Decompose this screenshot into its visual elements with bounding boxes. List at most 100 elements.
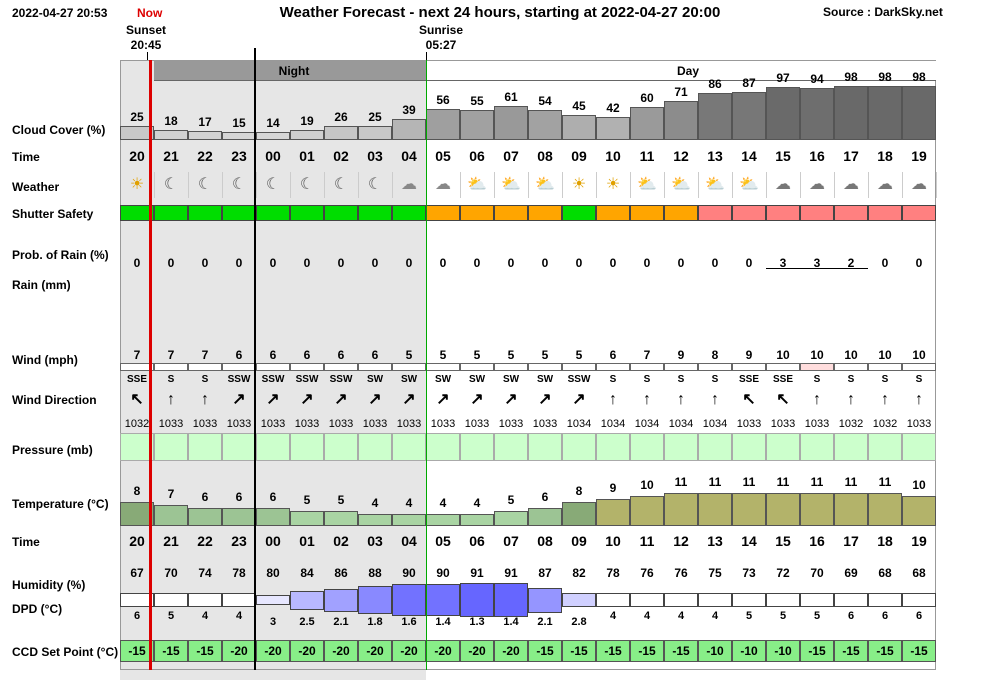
ccd-cell — [154, 640, 188, 662]
cloud-cover-bar — [392, 119, 426, 140]
rain-prob-value: 0 — [881, 256, 889, 270]
humidity-value: 70 — [164, 566, 178, 580]
label-weather: Weather — [12, 180, 60, 194]
humidity-bar — [222, 593, 256, 607]
wind-direction-label: SW — [434, 374, 452, 385]
pressure-value: 1033 — [804, 418, 830, 430]
temperature-bar — [324, 511, 358, 526]
cloud-cover-bar — [494, 106, 528, 140]
wind-speed-bar — [630, 363, 664, 371]
wind-direction-label: S — [643, 374, 651, 385]
temperature-value: 7 — [167, 487, 175, 501]
cloud-cover-value: 55 — [470, 94, 484, 108]
wind-direction-label: S — [677, 374, 685, 385]
dpd-value: 5 — [779, 610, 787, 622]
wind-speed-value: 6 — [337, 348, 345, 362]
time-label: 20 — [129, 148, 145, 164]
wind-speed-value: 6 — [371, 348, 379, 362]
pressure-value: 1033 — [294, 418, 320, 430]
label-wind: Wind (mph) — [12, 353, 78, 367]
cloud-cover-value: 98 — [844, 70, 858, 84]
rain-prob-value: 0 — [915, 256, 923, 270]
humidity-value: 70 — [810, 566, 824, 580]
time-label-bottom: 04 — [401, 533, 417, 549]
temperature-bar — [494, 511, 528, 526]
pressure-cell — [188, 433, 222, 461]
ccd-value: -20 — [332, 644, 350, 658]
sun-cloud-icon: ⛅ — [460, 172, 495, 198]
shutter-safety-cell — [698, 205, 732, 221]
pressure-value: 1034 — [566, 418, 592, 430]
wind-arrow-icon: ↑ — [201, 391, 209, 408]
rain-prob-value: 0 — [745, 256, 753, 270]
temperature-bar — [460, 514, 494, 526]
ccd-cell — [630, 640, 664, 662]
humidity-value: 75 — [708, 566, 722, 580]
temperature-value: 5 — [303, 493, 311, 507]
cloud-cover-value: 87 — [742, 76, 756, 90]
temperature-value: 9 — [609, 481, 617, 495]
pressure-value: 1033 — [396, 418, 422, 430]
ccd-cell — [902, 640, 936, 662]
dpd-value: 6 — [915, 610, 923, 622]
night-band-label: Night — [278, 64, 310, 78]
cloud-cover-bar — [460, 110, 494, 140]
dpd-value: 4 — [609, 610, 617, 622]
pressure-cell — [902, 433, 936, 461]
wind-arrow-icon: ↖ — [742, 391, 756, 408]
wind-arrow-icon: ↑ — [677, 391, 685, 408]
dpd-value: 1.4 — [435, 616, 451, 628]
time-label: 07 — [503, 148, 519, 164]
ccd-value: -10 — [740, 644, 758, 658]
cloud-cover-value: 39 — [402, 103, 416, 117]
rain-prob-value: 0 — [541, 256, 549, 270]
wind-arrow-icon: ↗ — [538, 391, 552, 408]
wind-speed-bar — [698, 363, 732, 371]
day-band-label: Day — [676, 64, 699, 78]
temperature-value: 10 — [912, 478, 926, 492]
pressure-cell — [528, 433, 562, 461]
humidity-bar — [290, 590, 324, 610]
ccd-value: -15 — [842, 644, 860, 658]
temperature-bar — [256, 508, 290, 526]
cloud-cover-value: 15 — [232, 116, 246, 130]
pressure-value: 1033 — [532, 418, 558, 430]
temperature-value: 6 — [541, 490, 549, 504]
sun-icon: ☀ — [596, 172, 631, 198]
pressure-value: 1033 — [328, 418, 354, 430]
wind-arrow-icon: ↗ — [436, 391, 450, 408]
shutter-safety-cell — [834, 205, 868, 221]
ccd-cell — [358, 640, 392, 662]
temperature-value: 8 — [575, 484, 583, 498]
pressure-cell — [358, 433, 392, 461]
wind-direction-label: SW — [502, 374, 520, 385]
temperature-bar — [698, 493, 732, 526]
humidity-value: 76 — [640, 566, 654, 580]
wind-arrow-icon: ↖ — [130, 391, 144, 408]
dpd-value: 1.4 — [503, 616, 519, 628]
wind-direction-label: SW — [468, 374, 486, 385]
humidity-bar — [732, 593, 766, 607]
dpd-value: 4 — [201, 610, 209, 622]
pressure-cell — [596, 433, 630, 461]
wind-speed-value: 7 — [133, 348, 141, 362]
temperature-bar — [358, 514, 392, 526]
cloud-cover-value: 14 — [266, 116, 280, 130]
sunrise-time: 05:27 — [425, 38, 457, 52]
dpd-value: 4 — [711, 610, 719, 622]
dpd-value: 6 — [133, 610, 141, 622]
ccd-value: -10 — [706, 644, 724, 658]
ccd-value: -10 — [774, 644, 792, 658]
cloud-cover-bar — [222, 132, 256, 140]
wind-speed-bar — [392, 363, 426, 371]
shutter-safety-cell — [256, 205, 290, 221]
cloud-cover-value: 98 — [912, 70, 926, 84]
ccd-value: -20 — [264, 644, 282, 658]
humidity-bar — [494, 583, 528, 617]
temperature-bar — [596, 499, 630, 526]
humidity-bar — [188, 593, 222, 607]
time-label: 10 — [605, 148, 621, 164]
cloud-cover-bar — [664, 101, 698, 140]
pressure-cell — [664, 433, 698, 461]
page-title: Weather Forecast - next 24 hours, starti… — [279, 4, 721, 21]
